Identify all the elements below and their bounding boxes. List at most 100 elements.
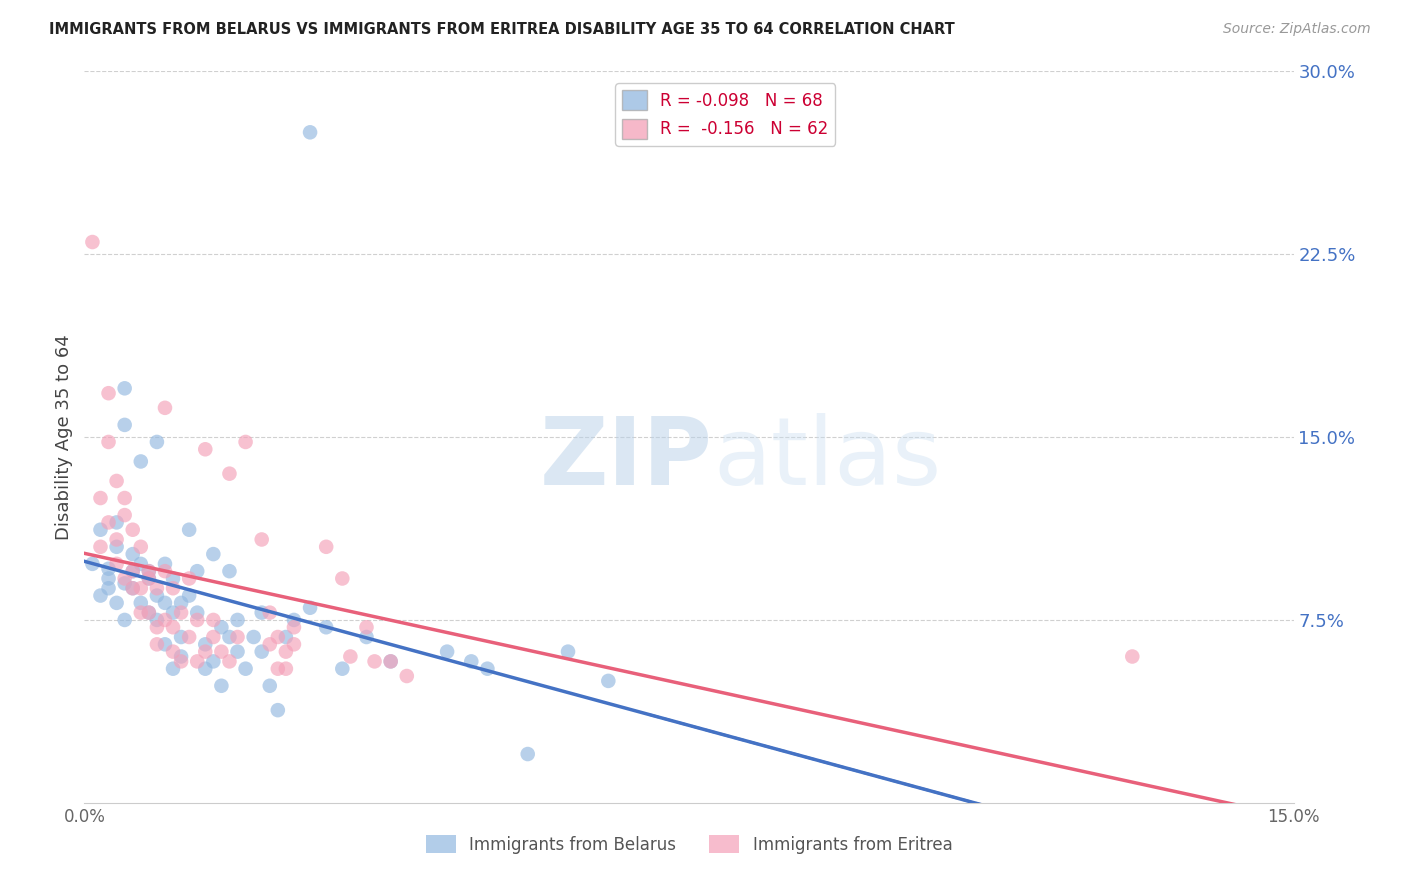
Point (146, 589, 169, 603)
Point (153, 596, 176, 610)
Point (436, 645, 458, 659)
Point (235, 662, 257, 676)
Point (274, 645, 297, 659)
Point (186, 654, 208, 668)
Point (129, 606, 152, 620)
Point (267, 662, 290, 676)
Point (146, 620, 169, 634)
Point (299, 125, 322, 139)
Legend: Immigrants from Belarus, Immigrants from Eritrea: Immigrants from Belarus, Immigrants from… (419, 829, 959, 860)
Point (162, 620, 184, 634)
Point (179, 630, 201, 644)
Point (202, 547, 225, 561)
Text: Source: ZipAtlas.com: Source: ZipAtlas.com (1223, 22, 1371, 37)
Point (330, 662, 353, 676)
Point (250, 645, 273, 659)
Point (121, 523, 143, 537)
Point (97, 386, 120, 401)
Point (153, 401, 176, 415)
Point (259, 606, 281, 620)
Point (179, 572, 201, 586)
Point (339, 649, 361, 664)
Point (226, 613, 249, 627)
Point (186, 564, 208, 578)
Text: IMMIGRANTS FROM BELARUS VS IMMIGRANTS FROM ERITREA DISABILITY AGE 35 TO 64 CORRE: IMMIGRANTS FROM BELARUS VS IMMIGRANTS FR… (49, 22, 955, 37)
Point (105, 533, 128, 547)
Point (170, 596, 193, 610)
Point (202, 654, 225, 668)
Point (105, 596, 128, 610)
Point (283, 637, 305, 651)
Point (194, 637, 217, 651)
Point (356, 620, 378, 634)
Point (267, 630, 290, 644)
Point (146, 581, 169, 595)
Point (138, 606, 160, 620)
Point (1121, 649, 1143, 664)
Point (226, 645, 249, 659)
Point (218, 467, 240, 481)
Point (114, 491, 136, 505)
Point (194, 442, 217, 457)
Point (218, 654, 240, 668)
Point (105, 516, 128, 530)
Point (129, 540, 152, 554)
Point (89, 491, 111, 505)
Point (283, 613, 305, 627)
Point (162, 645, 184, 659)
Point (315, 620, 337, 634)
Point (363, 654, 385, 668)
Point (186, 613, 208, 627)
Point (395, 669, 418, 683)
Point (299, 600, 322, 615)
Point (477, 662, 499, 676)
Point (153, 557, 176, 571)
Point (138, 564, 160, 578)
Point (179, 523, 201, 537)
Point (283, 620, 305, 634)
Point (267, 703, 290, 717)
Point (598, 673, 620, 688)
Point (209, 645, 232, 659)
Point (129, 454, 152, 468)
Point (380, 654, 402, 668)
Point (138, 564, 160, 578)
Point (356, 630, 378, 644)
Point (179, 589, 201, 603)
Point (97, 581, 120, 595)
Point (250, 606, 273, 620)
Point (82, 235, 104, 249)
Point (138, 606, 160, 620)
Point (170, 649, 193, 664)
Text: atlas: atlas (713, 413, 942, 505)
Point (170, 606, 193, 620)
Point (516, 747, 538, 761)
Point (209, 679, 232, 693)
Point (557, 645, 579, 659)
Point (194, 645, 217, 659)
Point (114, 381, 136, 395)
Point (162, 572, 184, 586)
Point (250, 533, 273, 547)
Point (129, 557, 152, 571)
Point (330, 572, 353, 586)
Point (121, 564, 143, 578)
Point (114, 613, 136, 627)
Point (170, 630, 193, 644)
Point (114, 508, 136, 522)
Point (138, 572, 160, 586)
Point (194, 662, 217, 676)
Point (89, 589, 111, 603)
Point (105, 540, 128, 554)
Point (89, 540, 111, 554)
Point (97, 562, 120, 576)
Point (153, 637, 176, 651)
Point (315, 540, 337, 554)
Point (218, 630, 240, 644)
Point (202, 630, 225, 644)
Point (105, 557, 128, 571)
Point (129, 596, 152, 610)
Point (146, 637, 169, 651)
Point (114, 576, 136, 591)
Point (242, 630, 264, 644)
